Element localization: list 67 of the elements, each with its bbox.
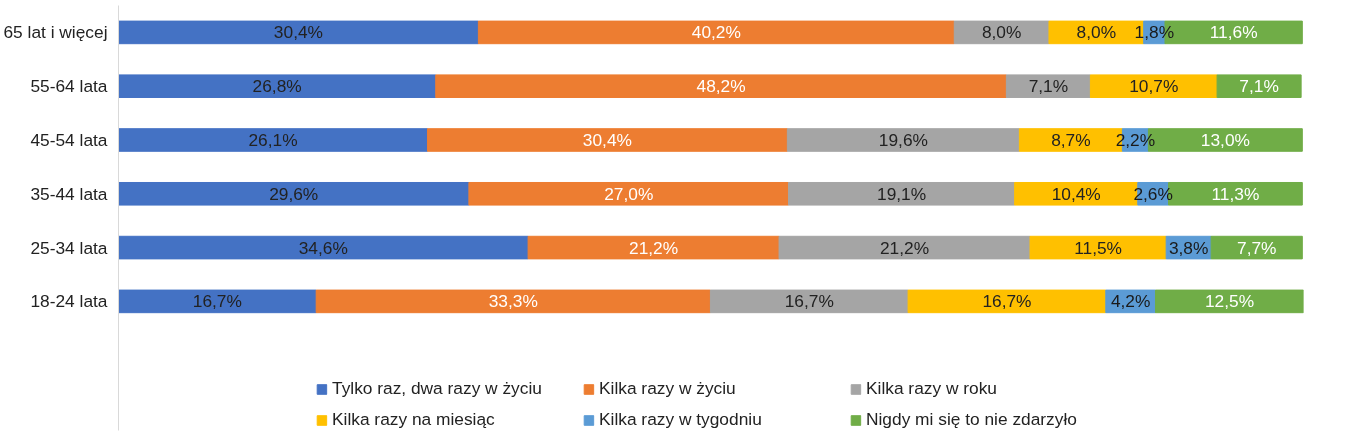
data-label: 16,7% — [192, 291, 242, 312]
y-tick-label: 45-54 lata — [30, 129, 108, 150]
data-label: 21,2% — [629, 237, 679, 258]
data-label: 8,7% — [1051, 129, 1091, 150]
bar — [468, 181, 790, 206]
y-tick-label: 65 lat i więcej — [3, 22, 108, 43]
bar — [1089, 74, 1218, 98]
data-label: 48,2% — [696, 76, 746, 97]
bar — [907, 289, 1107, 314]
bar — [477, 20, 955, 45]
data-label: 26,1% — [248, 129, 298, 150]
data-label: 27,0% — [604, 183, 654, 204]
legend-label: Tylko raz, dwa razy w życiu — [332, 378, 543, 399]
bar — [1155, 289, 1304, 314]
data-label: 10,7% — [1129, 76, 1179, 97]
bar — [118, 235, 529, 260]
data-label: 7,1% — [1028, 76, 1069, 97]
data-label: 29,6% — [269, 183, 319, 204]
data-label: 40,2% — [691, 22, 741, 43]
data-label: 16,7% — [784, 291, 834, 312]
bar — [778, 235, 1031, 260]
data-label: 11,3% — [1211, 183, 1260, 204]
bar — [118, 181, 470, 206]
data-label: 8,0% — [1076, 22, 1117, 43]
y-tick-label: 35-44 lata — [30, 183, 108, 204]
bar — [315, 289, 711, 314]
data-label: 26,8% — [252, 76, 302, 97]
bar — [1005, 74, 1091, 98]
y-tick-label: 18-24 lata — [30, 291, 108, 312]
bar — [118, 20, 479, 45]
data-label: 30,4% — [582, 129, 632, 150]
y-tick-label: 55-64 lata — [30, 76, 108, 97]
legend-label: Kilka razy w roku — [866, 378, 998, 399]
data-label: 30,4% — [273, 22, 324, 43]
data-label: 7,7% — [1236, 237, 1277, 258]
data-label: 21,2% — [879, 237, 930, 258]
data-label: 11,5% — [1074, 237, 1123, 258]
legend-label: Kilka razy w życiu — [599, 378, 737, 399]
bar — [1210, 235, 1303, 260]
legend-label: Kilka razy na miesiąc — [332, 409, 496, 430]
bar — [1216, 74, 1302, 98]
bar — [118, 128, 428, 152]
data-label: 13,0% — [1200, 129, 1250, 150]
y-tick-label: 25-34 lata — [30, 237, 108, 258]
bar — [1029, 235, 1167, 260]
data-label: 10,4% — [1051, 183, 1101, 204]
data-label: 3,8% — [1168, 237, 1209, 258]
data-label: 19,6% — [878, 129, 928, 150]
data-label: 16,7% — [982, 291, 1032, 312]
bar — [118, 74, 437, 98]
bar — [709, 289, 909, 314]
data-label: 7,1% — [1239, 76, 1279, 97]
bar — [435, 74, 1007, 98]
legend-label: Nigdy mi się to nie zdarzyło — [866, 409, 1078, 430]
data-label: 34,6% — [298, 237, 348, 258]
legend-label: Kilka razy w tygodniu — [599, 409, 763, 430]
data-label: 33,3% — [488, 291, 538, 312]
bar — [118, 289, 317, 314]
data-label: 8,0% — [981, 22, 1022, 43]
data-label: 12,5% — [1204, 291, 1255, 312]
bar — [527, 235, 780, 260]
data-label: 19,1% — [877, 183, 927, 204]
data-label: 4,2% — [1110, 291, 1151, 312]
data-label: 11,6% — [1209, 22, 1258, 43]
bar — [788, 181, 1016, 206]
bar — [426, 128, 788, 152]
bar — [786, 128, 1020, 152]
